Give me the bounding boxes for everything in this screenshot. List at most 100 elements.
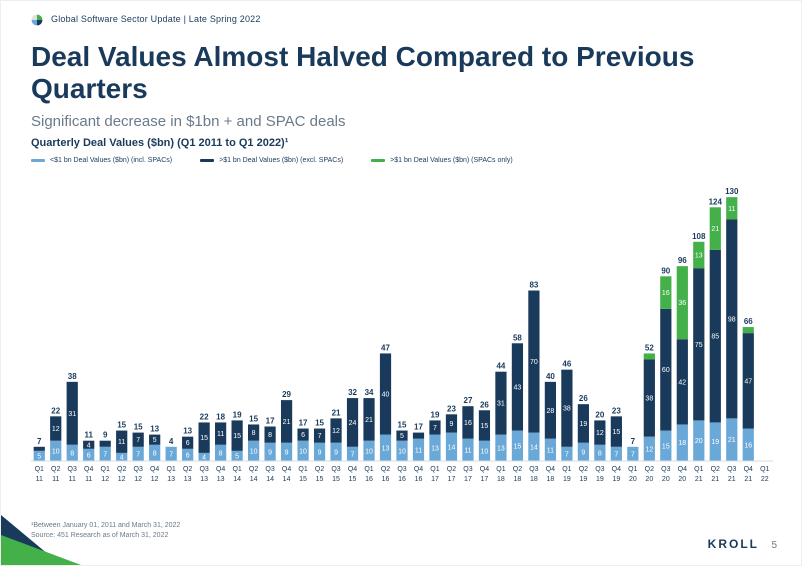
- svg-text:5: 5: [37, 453, 41, 460]
- svg-text:8: 8: [153, 450, 157, 457]
- svg-text:Q2: Q2: [381, 466, 390, 473]
- svg-text:9: 9: [268, 449, 272, 456]
- svg-text:21: 21: [711, 226, 719, 233]
- svg-text:13: 13: [150, 425, 159, 434]
- svg-text:19: 19: [612, 476, 620, 483]
- svg-text:Q3: Q3: [134, 466, 143, 473]
- svg-text:Q1: Q1: [232, 466, 241, 473]
- svg-text:13: 13: [497, 445, 505, 452]
- svg-text:20: 20: [595, 410, 604, 419]
- legend-item: <$1 bn Deal Values ($bn) (incl. SPACs): [31, 157, 172, 164]
- svg-text:9: 9: [318, 449, 322, 456]
- legend-item: >$1 bn Deal Values ($bn) (excl. SPACs): [200, 157, 343, 164]
- svg-text:38: 38: [563, 406, 571, 413]
- bar-segment: [413, 433, 424, 439]
- svg-text:21: 21: [728, 437, 736, 444]
- svg-text:130: 130: [725, 187, 739, 196]
- chart-legend: <$1 bn Deal Values ($bn) (incl. SPACs) >…: [31, 157, 513, 164]
- svg-text:21: 21: [695, 476, 703, 483]
- svg-text:27: 27: [464, 396, 473, 405]
- svg-text:9: 9: [285, 449, 289, 456]
- svg-text:13: 13: [167, 476, 175, 483]
- legend-label: >$1 bn Deal Values ($bn) (excl. SPACs): [219, 157, 343, 164]
- svg-text:21: 21: [711, 476, 719, 483]
- svg-text:Q1: Q1: [101, 466, 110, 473]
- svg-text:7: 7: [318, 433, 322, 440]
- svg-text:16: 16: [662, 290, 670, 297]
- svg-text:Q3: Q3: [463, 466, 472, 473]
- svg-text:20: 20: [629, 476, 637, 483]
- svg-text:124: 124: [709, 197, 723, 206]
- svg-text:18: 18: [530, 476, 538, 483]
- svg-text:10: 10: [250, 448, 258, 455]
- svg-text:22: 22: [51, 406, 60, 415]
- svg-text:12: 12: [101, 476, 109, 483]
- svg-text:Q4: Q4: [678, 466, 687, 473]
- legend-swatch: [31, 159, 45, 162]
- svg-text:15: 15: [662, 443, 670, 450]
- svg-text:Q3: Q3: [529, 466, 538, 473]
- svg-text:15: 15: [117, 421, 126, 430]
- svg-text:5: 5: [153, 437, 157, 444]
- svg-text:8: 8: [252, 430, 256, 437]
- svg-text:43: 43: [514, 384, 522, 391]
- svg-text:11: 11: [118, 439, 125, 446]
- svg-text:7: 7: [136, 437, 140, 444]
- svg-text:34: 34: [365, 388, 374, 397]
- svg-text:46: 46: [562, 360, 571, 369]
- svg-text:22: 22: [761, 476, 769, 483]
- svg-text:13: 13: [217, 476, 225, 483]
- brand-icon: [31, 13, 43, 25]
- svg-text:40: 40: [382, 392, 390, 399]
- svg-text:16: 16: [382, 476, 390, 483]
- svg-text:17: 17: [299, 419, 308, 428]
- svg-text:13: 13: [431, 445, 439, 452]
- svg-text:12: 12: [52, 426, 60, 433]
- svg-text:11: 11: [85, 476, 92, 483]
- bar-segment: [100, 441, 111, 447]
- svg-text:15: 15: [514, 443, 522, 450]
- svg-text:42: 42: [678, 379, 686, 386]
- svg-text:9: 9: [450, 421, 454, 428]
- svg-text:13: 13: [695, 252, 703, 259]
- svg-text:Q4: Q4: [348, 466, 357, 473]
- svg-text:Q1: Q1: [496, 466, 505, 473]
- svg-text:18: 18: [497, 476, 505, 483]
- svg-text:6: 6: [87, 452, 91, 459]
- svg-text:19: 19: [596, 476, 604, 483]
- stacked-bar-chart: Q11157Q211101222Q31183138Q4116411Q11279Q…: [31, 179, 773, 491]
- svg-text:Q4: Q4: [480, 466, 489, 473]
- svg-text:Q4: Q4: [414, 466, 423, 473]
- svg-text:13: 13: [183, 427, 192, 436]
- svg-text:4: 4: [87, 442, 91, 449]
- legend-label: >$1 bn Deal Values ($bn) (SPACs only): [390, 157, 513, 164]
- svg-text:7: 7: [631, 451, 635, 458]
- svg-text:8: 8: [70, 450, 74, 457]
- svg-text:20: 20: [662, 476, 670, 483]
- svg-text:18: 18: [678, 440, 686, 447]
- svg-text:47: 47: [381, 343, 390, 352]
- header-bar: Global Software Sector Update | Late Spr…: [31, 13, 771, 25]
- svg-text:17: 17: [464, 476, 472, 483]
- svg-text:Q4: Q4: [612, 466, 621, 473]
- svg-text:17: 17: [266, 416, 275, 425]
- svg-text:38: 38: [68, 372, 77, 381]
- svg-text:11: 11: [547, 447, 554, 454]
- svg-text:7: 7: [631, 437, 636, 446]
- svg-text:31: 31: [68, 411, 76, 418]
- page-subtitle: Significant decrease in $1bn + and SPAC …: [31, 113, 346, 130]
- svg-text:24: 24: [349, 420, 357, 427]
- svg-text:Q2: Q2: [117, 466, 126, 473]
- svg-text:11: 11: [464, 447, 471, 454]
- svg-text:4: 4: [169, 437, 174, 446]
- svg-text:19: 19: [233, 410, 242, 419]
- svg-text:26: 26: [579, 394, 588, 403]
- svg-text:20: 20: [678, 476, 686, 483]
- svg-text:7: 7: [136, 451, 140, 458]
- svg-text:6: 6: [186, 440, 190, 447]
- page-title: Deal Values Almost Halved Compared to Pr…: [31, 41, 771, 105]
- svg-text:Q4: Q4: [216, 466, 225, 473]
- slide-root: Global Software Sector Update | Late Spr…: [0, 0, 802, 566]
- svg-text:23: 23: [612, 406, 621, 415]
- svg-text:15: 15: [315, 419, 324, 428]
